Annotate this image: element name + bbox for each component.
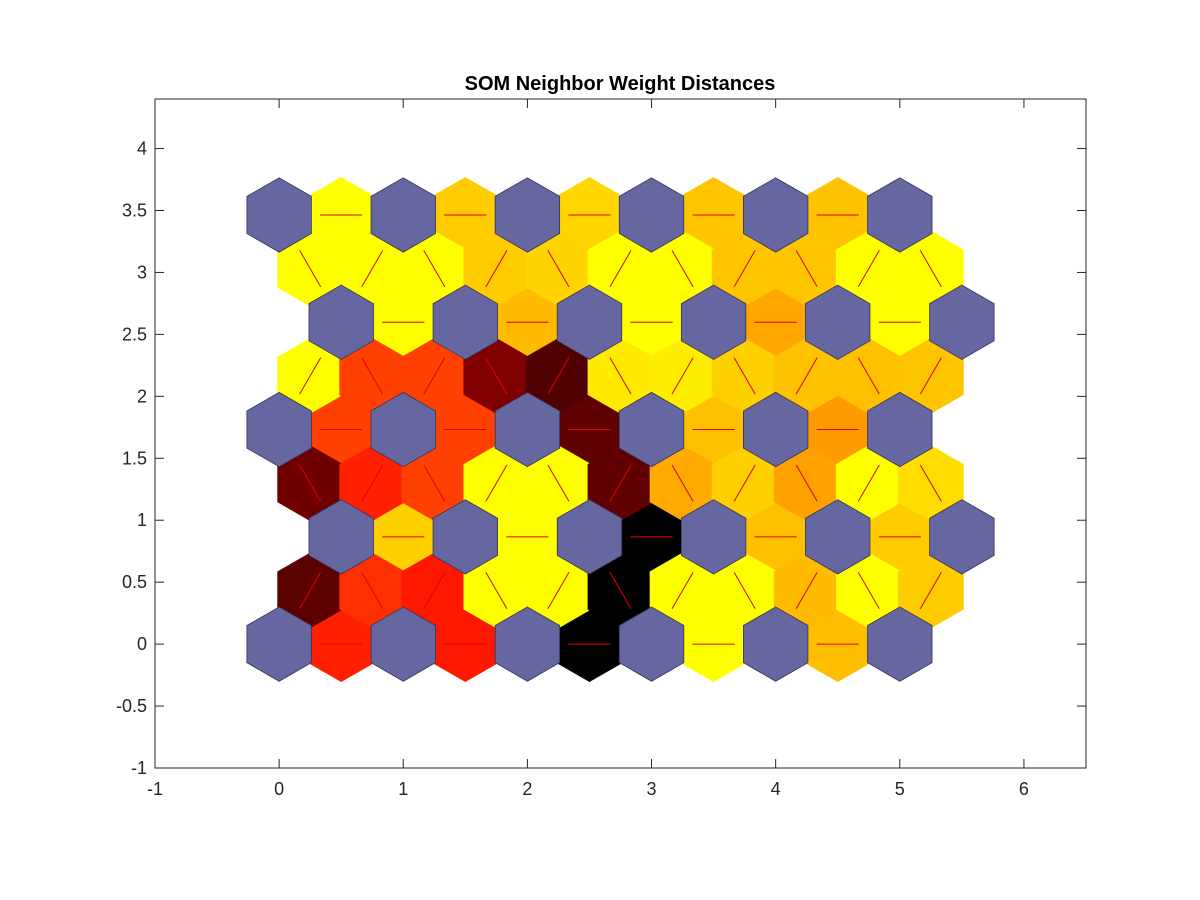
neighbor-connection bbox=[733, 571, 756, 609]
neuron bbox=[680, 499, 747, 575]
x-tick-label: 2 bbox=[522, 779, 532, 799]
neuron bbox=[743, 177, 809, 253]
neighbor-connection bbox=[919, 250, 942, 288]
y-tick-label: 0 bbox=[137, 634, 147, 654]
neuron bbox=[867, 177, 933, 253]
neighbor-connection bbox=[547, 357, 570, 395]
neighbor-connection bbox=[609, 357, 632, 395]
neuron bbox=[556, 284, 623, 360]
y-tick-label: 3.5 bbox=[122, 201, 147, 221]
neighbor-connection bbox=[795, 250, 818, 288]
neighbor-connection bbox=[671, 250, 694, 288]
neighbor-connection bbox=[857, 571, 880, 609]
neighbor-connection bbox=[299, 357, 322, 395]
neighbor-connection bbox=[423, 357, 446, 395]
neuron bbox=[805, 284, 871, 360]
neighbor-connection bbox=[485, 250, 508, 288]
neuron bbox=[867, 391, 933, 468]
neuron bbox=[308, 499, 374, 575]
neighbor-connection bbox=[857, 357, 880, 395]
y-tick-label: 4 bbox=[137, 139, 147, 159]
neighbor-connection bbox=[485, 357, 508, 395]
neuron bbox=[370, 177, 436, 253]
neuron bbox=[680, 284, 747, 360]
chart-title: SOM Neighbor Weight Distances bbox=[465, 73, 776, 95]
neuron bbox=[618, 177, 685, 253]
y-tick-label: 3 bbox=[137, 262, 147, 282]
neighbor-connection bbox=[299, 464, 322, 502]
x-tick-label: 5 bbox=[895, 779, 905, 799]
neighbor-connection bbox=[795, 571, 818, 609]
y-tick-label: 1.5 bbox=[122, 448, 147, 468]
neighbor-connection bbox=[609, 464, 632, 502]
neighbor-connection bbox=[733, 250, 756, 288]
y-tick-label: -0.5 bbox=[116, 696, 147, 716]
neighbor-connection bbox=[361, 571, 384, 609]
y-tick-label: 2 bbox=[137, 386, 147, 406]
neuron bbox=[308, 284, 374, 360]
neuron bbox=[370, 606, 436, 682]
neuron bbox=[929, 499, 995, 575]
neighbor-connection bbox=[609, 250, 632, 288]
x-tick-label: -1 bbox=[147, 779, 163, 799]
neighbor-connection bbox=[485, 571, 508, 609]
neuron bbox=[246, 391, 312, 468]
neuron bbox=[494, 606, 561, 682]
neighbor-connection bbox=[423, 250, 446, 288]
x-tick-label: 4 bbox=[771, 779, 781, 799]
neuron bbox=[743, 606, 809, 682]
neuron bbox=[370, 391, 436, 468]
y-tick-label: -1 bbox=[131, 758, 147, 778]
neighbor-connection bbox=[547, 250, 570, 288]
x-tick-label: 6 bbox=[1019, 779, 1029, 799]
neuron bbox=[867, 606, 933, 682]
x-tick-label: 3 bbox=[647, 779, 657, 799]
neuron bbox=[929, 284, 995, 360]
neighbor-connection bbox=[361, 250, 384, 288]
neighbor-connection bbox=[423, 571, 446, 609]
neighbor-connection bbox=[671, 464, 694, 502]
neighbor-connection bbox=[919, 357, 942, 395]
y-tick-label: 1 bbox=[137, 510, 147, 530]
neuron bbox=[432, 499, 498, 575]
neighbor-connection bbox=[671, 571, 694, 609]
neighbor-connection bbox=[857, 464, 880, 502]
neighbor-connection bbox=[795, 357, 818, 395]
neighbor-connection bbox=[733, 357, 756, 395]
x-tick-label: 0 bbox=[274, 779, 284, 799]
neighbor-connection bbox=[547, 464, 570, 502]
neighbor-connection bbox=[609, 571, 632, 609]
x-tick-label: 1 bbox=[398, 779, 408, 799]
neuron bbox=[494, 177, 561, 253]
neuron bbox=[246, 177, 312, 253]
neighbor-connection bbox=[423, 464, 446, 502]
y-tick-label: 0.5 bbox=[122, 572, 147, 592]
neighbor-connection bbox=[919, 464, 942, 502]
neighbor-connection bbox=[361, 464, 384, 502]
neuron bbox=[743, 391, 809, 468]
neuron bbox=[246, 606, 312, 682]
neighbor-connection bbox=[299, 571, 322, 609]
plot-area: -1 0 1 2 3 4 5 6 -1 -0.5 0 0.5 1 1.5 2 2.5 3 3.5 4 bbox=[116, 98, 1087, 799]
neighbor-connection bbox=[919, 571, 942, 609]
neighbor-connection bbox=[547, 571, 570, 609]
neuron bbox=[618, 606, 685, 682]
neuron bbox=[618, 391, 685, 468]
neighbor-connection bbox=[857, 250, 880, 288]
neighbor-connection bbox=[361, 357, 384, 395]
neighbor-connection bbox=[485, 464, 508, 502]
y-tick-label: 2.5 bbox=[122, 324, 147, 344]
axes-box bbox=[154, 98, 1087, 769]
neuron bbox=[494, 391, 561, 468]
neuron bbox=[556, 499, 623, 575]
neighbor-connection bbox=[733, 464, 756, 502]
neuron bbox=[432, 284, 498, 360]
neighbor-connection bbox=[671, 357, 694, 395]
neuron bbox=[805, 499, 871, 575]
neighbor-connection bbox=[299, 250, 322, 288]
neighbor-connection bbox=[795, 464, 818, 502]
